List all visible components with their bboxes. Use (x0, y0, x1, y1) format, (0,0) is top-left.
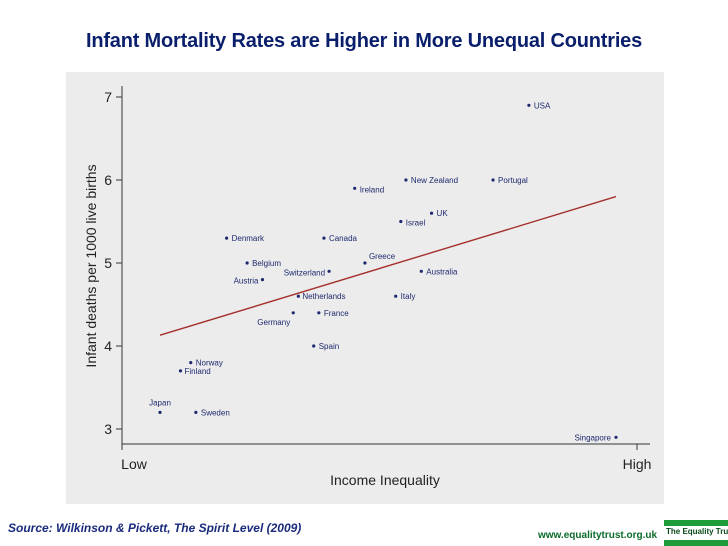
chart-title: Infant Mortality Rates are Higher in Mor… (85, 30, 643, 52)
data-point (225, 236, 229, 240)
data-point (327, 269, 331, 273)
y-tick-label: 3 (104, 421, 112, 437)
data-point (404, 178, 408, 182)
data-point (394, 294, 398, 298)
x-tick-label-low: Low (121, 456, 148, 472)
data-point (614, 435, 618, 439)
data-point (317, 311, 321, 315)
logo-text: The Equality Trust (666, 527, 728, 536)
data-point (194, 410, 198, 414)
point-label: Portugal (498, 176, 528, 185)
website-link[interactable]: www.equalitytrust.org.uk (538, 530, 658, 541)
point-label: Singapore (575, 433, 612, 442)
point-label: Japan (149, 398, 171, 407)
x-tick-label-high: High (623, 456, 652, 472)
point-label: Ireland (360, 185, 384, 194)
data-point (363, 261, 367, 265)
data-point (399, 219, 403, 224)
point-label: France (324, 309, 349, 318)
data-point (353, 186, 357, 190)
equality-trust-logo: The Equality Trust (664, 520, 728, 546)
point-label: Belgium (252, 259, 281, 268)
data-point (178, 369, 183, 373)
x-axis-title: Income Inequality (330, 472, 440, 488)
logo-bar-bottom (664, 540, 728, 546)
point-label: Sweden (201, 408, 230, 417)
point-label: Spain (319, 342, 339, 351)
y-tick-label: 7 (104, 89, 112, 105)
data-point (189, 361, 193, 365)
point-label: UK (437, 209, 449, 218)
point-label: Italy (401, 292, 416, 301)
point-label: Canada (329, 234, 358, 243)
data-point (158, 410, 162, 414)
point-label: Australia (426, 267, 458, 276)
y-axis-title: Infant deaths per 1000 live births (83, 164, 99, 367)
data-point (419, 269, 423, 273)
y-tick-label: 5 (104, 255, 112, 271)
point-label: New Zealand (411, 176, 458, 185)
y-tick-label: 4 (104, 338, 112, 354)
point-label: Germany (257, 318, 290, 327)
data-point (312, 344, 316, 348)
point-label: Austria (234, 277, 259, 286)
point-label: Netherlands (302, 292, 345, 301)
data-point (322, 236, 326, 240)
data-point (245, 261, 249, 265)
point-label: Norway (196, 359, 223, 368)
logo-bar-top (664, 520, 728, 526)
data-point (491, 178, 495, 182)
data-point (527, 103, 531, 107)
point-label: Greece (369, 252, 396, 261)
data-point (291, 311, 295, 315)
chart-panel (66, 72, 664, 504)
data-point (296, 294, 300, 298)
point-label: Denmark (232, 234, 265, 243)
point-label: Switzerland (284, 268, 325, 277)
source-citation: Source: Wilkinson & Pickett, The Spirit … (8, 521, 302, 535)
point-label: USA (534, 101, 551, 110)
data-point (260, 278, 265, 282)
trend-line (159, 195, 617, 336)
point-label: Israel (406, 219, 426, 228)
point-label: Finland (184, 367, 210, 376)
data-point (429, 211, 434, 215)
y-tick-label: 6 (104, 172, 112, 188)
